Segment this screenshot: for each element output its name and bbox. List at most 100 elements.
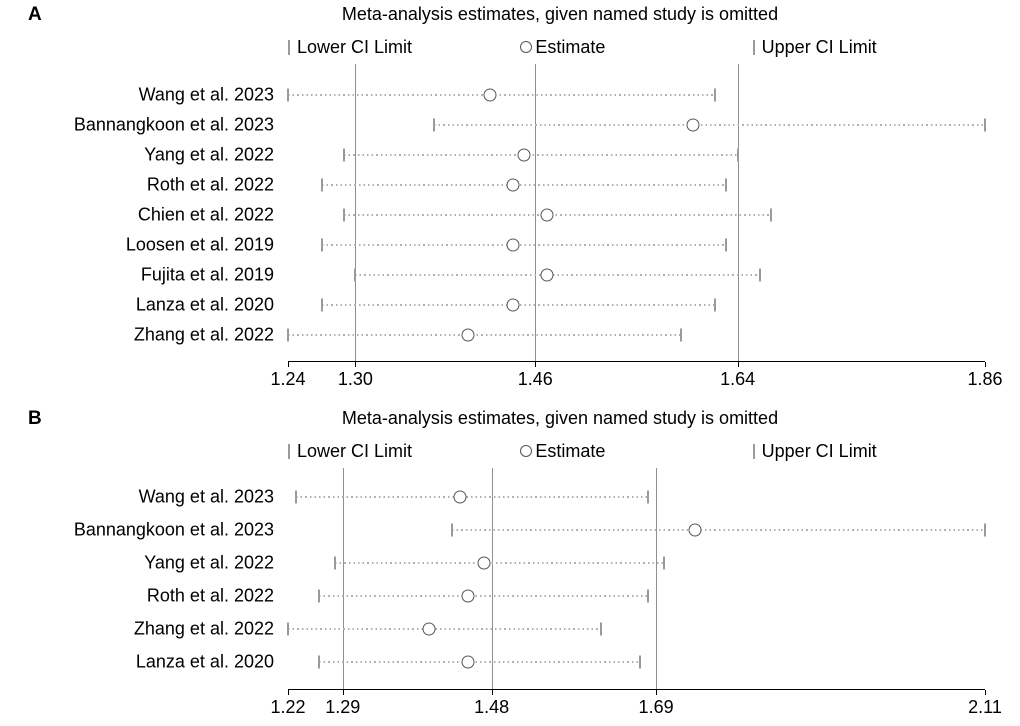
ci-line — [288, 94, 716, 96]
estimate-marker-icon — [520, 41, 533, 53]
x-tick — [985, 690, 986, 695]
x-tick-label: 1.22 — [270, 697, 306, 717]
panel-label: B — [28, 408, 42, 429]
x-tick-label: 1.29 — [325, 697, 361, 717]
study-label: Chien et al. 2022 — [137, 204, 274, 225]
plot-frame: Wang et al. 2023 Bannangkoon et al. 2023 Y… — [0, 64, 1020, 362]
estimate-marker — [506, 238, 520, 252]
upper-ci-cap — [647, 589, 650, 602]
estimate-marker — [461, 328, 475, 342]
estimate-marker — [477, 556, 491, 569]
x-tick — [737, 362, 739, 367]
ci-line — [321, 244, 727, 246]
x-tick-label: 1.69 — [638, 697, 674, 717]
upper-ci-cap — [725, 238, 728, 252]
x-tick-label: 1.64 — [720, 369, 756, 389]
ci-line — [321, 184, 727, 186]
lower-ci-cap — [354, 268, 357, 282]
legend-item-estimate: Estimate — [520, 36, 752, 58]
lower-ci-cap — [287, 88, 289, 102]
study-label: Fujita et al. 2019 — [140, 264, 274, 285]
legend-label-estimate: Estimate — [535, 36, 606, 57]
lower-ci-cap — [333, 556, 336, 569]
ci-line — [434, 124, 985, 126]
reference-line — [737, 64, 739, 361]
reference-line — [656, 468, 658, 689]
study-label: Wang et al. 2023 — [138, 486, 274, 506]
lower-ci-cap — [318, 589, 321, 602]
lower-ci-cap — [287, 622, 289, 635]
ci-line — [452, 528, 985, 531]
x-tick — [288, 690, 289, 695]
x-tick — [535, 362, 537, 367]
upper-ci-cap — [736, 148, 739, 162]
legend-item-estimate: Estimate — [520, 440, 752, 462]
ci-line — [319, 660, 641, 663]
legend-item-lower-ci: Lower CI Limit — [288, 36, 520, 58]
upper-ci-cap-icon — [752, 39, 755, 55]
upper-ci-cap — [680, 328, 683, 342]
study-label: Lanza et al. 2020 — [135, 294, 274, 315]
study-label: Zhang et al. 2022 — [133, 618, 274, 638]
lower-ci-cap — [287, 328, 289, 342]
chart-legend: Lower CI Limit Estimate Upper CI Limit — [288, 440, 985, 462]
panel-a-header: A Meta-analysis estimates, given named s… — [0, 4, 1020, 28]
lower-ci-cap — [318, 655, 321, 668]
study-label: Wang et al. 2023 — [138, 84, 274, 105]
ci-line — [288, 627, 602, 630]
estimate-marker — [506, 178, 520, 192]
x-tick-label: 1.48 — [474, 697, 510, 717]
estimate-marker — [422, 622, 436, 635]
legend-label-upper: Upper CI Limit — [761, 440, 877, 461]
lower-ci-cap — [451, 523, 454, 536]
estimate-marker — [517, 148, 531, 162]
ci-line — [334, 561, 664, 564]
upper-ci-cap — [984, 523, 986, 536]
x-axis: 1.24 1.30 1.46 1.64 1.86 — [270, 362, 1003, 392]
x-tick — [342, 690, 344, 695]
legend-label-lower: Lower CI Limit — [297, 440, 413, 461]
x-tick — [985, 362, 986, 367]
ci-line — [355, 274, 761, 276]
study-label: Roth et al. 2022 — [146, 174, 274, 195]
x-axis: 1.22 1.29 1.48 1.69 2.11 — [270, 690, 1002, 720]
study-label: Yang et al. 2022 — [144, 144, 274, 165]
lower-ci-cap — [433, 118, 436, 132]
legend-item-lower-ci: Lower CI Limit — [288, 440, 520, 462]
study-label: Bannangkoon et al. 2023 — [73, 519, 274, 539]
legend-label-upper: Upper CI Limit — [761, 36, 877, 57]
upper-ci-cap — [770, 208, 773, 222]
panel-b: B Meta-analysis estimates, given named s… — [0, 408, 1020, 720]
lower-ci-cap — [343, 208, 346, 222]
plot-frame: Wang et al. 2023 Bannangkoon et al. 2023 Y… — [0, 468, 1020, 690]
x-tick-label: 1.24 — [270, 369, 306, 389]
reference-line — [491, 468, 493, 689]
upper-ci-cap — [725, 178, 728, 192]
estimate-marker — [461, 589, 475, 602]
x-tick-label: 2.11 — [968, 697, 1002, 717]
legend-label-estimate: Estimate — [535, 440, 606, 461]
study-labels: Wang et al. 2023 Bannangkoon et al. 2023 Y… — [0, 64, 288, 362]
x-tick-label: 1.46 — [517, 369, 553, 389]
chart-title: Meta-analysis estimates, given named stu… — [341, 408, 779, 428]
reference-line — [535, 64, 537, 361]
estimate-marker — [540, 208, 554, 222]
legend-item-upper-ci: Upper CI Limit — [752, 440, 985, 462]
upper-ci-cap — [984, 118, 986, 132]
x-tick — [491, 690, 493, 695]
x-tick-label: 1.86 — [967, 369, 1003, 389]
ci-line — [344, 154, 738, 156]
x-tick — [355, 362, 357, 367]
upper-ci-cap — [600, 622, 603, 635]
x-tick — [288, 362, 289, 367]
estimate-marker — [483, 88, 497, 102]
lower-ci-cap — [343, 148, 346, 162]
estimate-marker — [688, 523, 702, 536]
x-tick — [656, 690, 658, 695]
panel-a: A Meta-analysis estimates, given named s… — [0, 4, 1020, 392]
upper-ci-cap — [714, 88, 717, 102]
reference-line — [355, 64, 357, 361]
study-label: Bannangkoon et al. 2023 — [73, 114, 274, 135]
study-label: Loosen et al. 2019 — [125, 234, 274, 255]
lower-ci-cap-icon — [288, 443, 290, 459]
